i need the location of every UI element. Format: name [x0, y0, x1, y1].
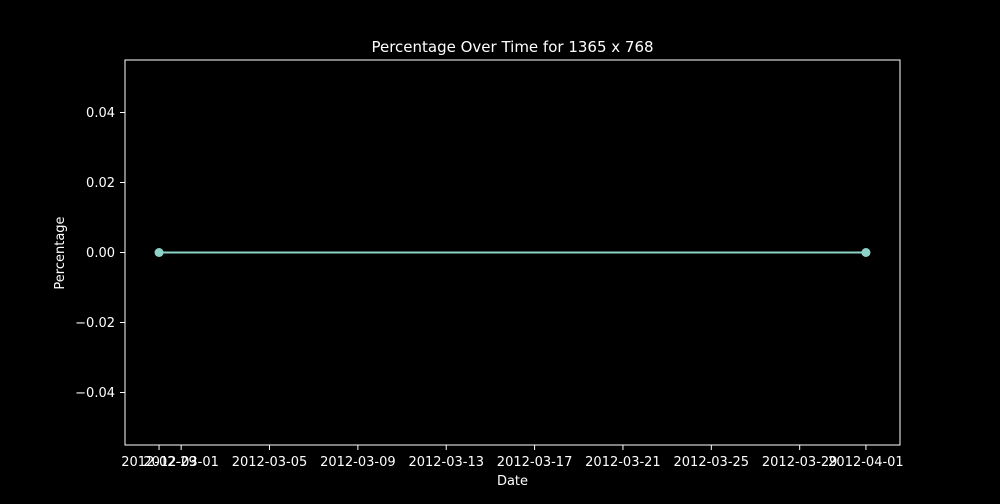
y-tick-label: 0.04 [86, 106, 115, 121]
x-tick-label: 2012-03-05 [232, 455, 308, 470]
data-point [861, 248, 871, 257]
y-tick-label: 0.02 [86, 176, 115, 191]
x-tick-label: 2012-04-01 [828, 455, 904, 470]
y-tick-label: −0.04 [75, 386, 115, 401]
x-tick-label: 2012-03-09 [320, 455, 396, 470]
y-axis-title: Percentage [53, 216, 68, 289]
x-tick-label: 2012-03-01 [143, 455, 219, 470]
y-tick-label: 0.00 [86, 246, 115, 261]
y-axis-ticks: −0.04 −0.02 0.00 0.02 0.04 [75, 106, 125, 401]
x-tick-label: 2012-03-29 [762, 455, 838, 470]
x-tick-label: 2012-03-17 [497, 455, 573, 470]
data-point [154, 248, 164, 257]
y-tick-label: −0.02 [75, 316, 115, 331]
x-tick-label: 2012-02-29 [121, 455, 197, 470]
series-layer [154, 248, 871, 257]
x-axis-title: Date [497, 474, 528, 489]
x-tick-label: 2012-03-13 [408, 455, 484, 470]
x-tick-label: 2012-03-25 [674, 455, 750, 470]
chart-title: Percentage Over Time for 1365 x 768 [371, 38, 653, 56]
x-tick-label: 2012-03-21 [585, 455, 661, 470]
